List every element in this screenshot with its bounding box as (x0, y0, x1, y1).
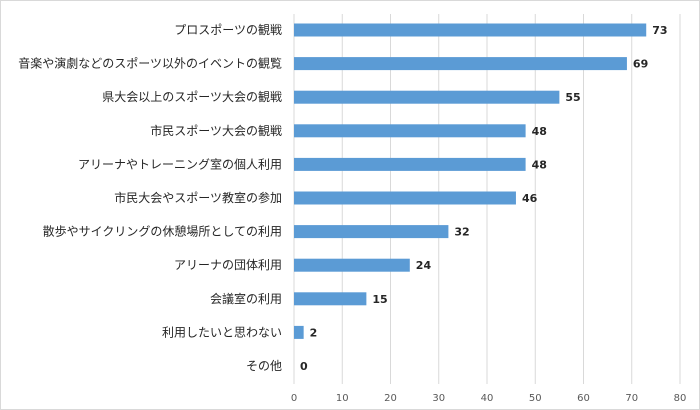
data-label: 69 (633, 58, 648, 71)
x-tick-label: 40 (481, 393, 494, 404)
x-tick-label: 30 (432, 393, 445, 404)
category-label: 散歩やサイクリングの休憩場所としての利用 (43, 224, 282, 239)
data-label: 32 (454, 226, 469, 239)
x-tick-label: 70 (625, 393, 638, 404)
category-label: 市民大会やスポーツ教室の参加 (114, 190, 282, 205)
x-tick-label: 50 (529, 393, 542, 404)
data-label: 48 (532, 158, 547, 171)
category-label: プロスポーツの観戦 (174, 23, 282, 37)
data-label: 15 (372, 293, 387, 306)
category-label: その他 (246, 359, 282, 373)
bar (294, 90, 560, 104)
data-label: 55 (565, 91, 580, 104)
data-label: 24 (416, 259, 432, 272)
bar (294, 124, 526, 138)
bar (294, 292, 367, 306)
x-tick-label: 0 (291, 393, 297, 404)
bar (294, 325, 304, 339)
data-label: 73 (652, 24, 667, 37)
data-label: 2 (310, 326, 318, 339)
x-tick-label: 10 (336, 393, 349, 404)
category-label: 利用したいと思わない (162, 325, 282, 339)
bar (294, 157, 526, 171)
x-tick-label: 60 (577, 393, 590, 404)
data-label: 48 (532, 125, 547, 138)
category-label: 会議室の利用 (210, 291, 282, 306)
category-label: 音楽や演劇などのスポーツ以外のイベントの観覧 (18, 56, 282, 71)
bar (294, 23, 647, 37)
category-label: アリーナやトレーニング室の個人利用 (78, 156, 282, 171)
bar (294, 57, 627, 71)
data-label: 0 (300, 360, 308, 373)
bar (294, 191, 516, 205)
x-tick-label: 20 (384, 393, 397, 404)
category-label: アリーナの団体利用 (174, 258, 282, 272)
bar (294, 258, 410, 272)
category-label: 市民スポーツ大会の観戦 (150, 123, 282, 138)
x-tick-label: 80 (674, 393, 687, 404)
category-label: 県大会以上のスポーツ大会の観戦 (102, 90, 282, 104)
bar (294, 225, 449, 239)
data-label: 46 (522, 192, 538, 205)
